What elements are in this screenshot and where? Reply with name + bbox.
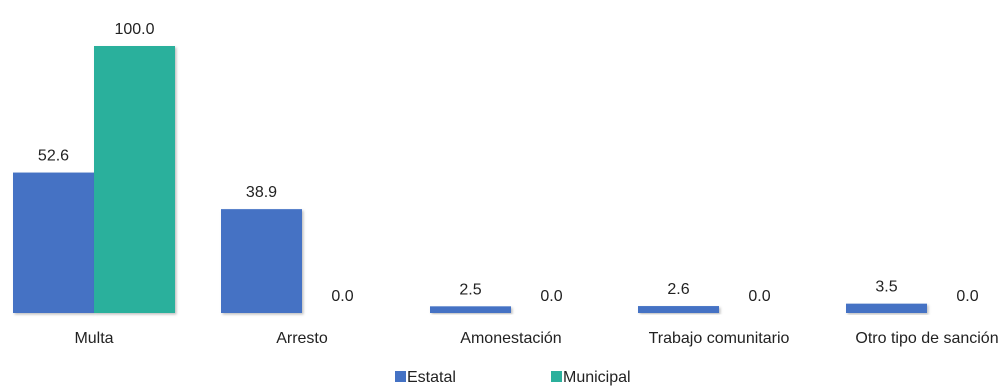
bar-estatal-3 [430, 306, 511, 313]
bar-estatal-4 [638, 306, 719, 313]
category-label-4: Trabajo comunitario [649, 330, 790, 347]
category-label-3: Amonestación [460, 330, 561, 347]
category-labels-layer: Multa Arresto Amonestación Trabajo comunita… [74, 330, 998, 347]
value-label-estatal-5: 3.5 [875, 279, 897, 296]
legend-label-estatal: Estatal [407, 369, 456, 386]
bar-estatal-2 [221, 209, 302, 313]
legend: Estatal Municipal [395, 369, 631, 386]
bar-estatal-1 [13, 172, 94, 313]
value-label-estatal-3: 2.5 [459, 281, 481, 298]
category-label-5: Otro tipo de sanción [855, 330, 998, 347]
category-label-2: Arresto [276, 330, 328, 347]
value-label-estatal-2: 38.9 [246, 184, 277, 201]
category-label-1: Multa [74, 330, 113, 347]
legend-swatch-estatal [395, 371, 406, 382]
value-label-municipal-2: 0.0 [331, 288, 353, 305]
legend-label-municipal: Municipal [563, 369, 631, 386]
legend-swatch-municipal [551, 371, 562, 382]
value-label-estatal-4: 2.6 [667, 281, 689, 298]
value-label-municipal-1: 100.0 [114, 21, 154, 38]
value-label-municipal-4: 0.0 [748, 288, 770, 305]
bar-estatal-5 [846, 303, 927, 313]
bar-municipal-1 [94, 46, 175, 313]
value-labels-layer: 52.6 100.0 38.9 0.0 2.5 0.0 2.6 0.0 3.5 0.0 [38, 21, 979, 305]
value-label-estatal-1: 52.6 [38, 148, 69, 165]
value-label-municipal-5: 0.0 [956, 288, 978, 305]
value-label-municipal-3: 0.0 [540, 288, 562, 305]
bars-layer [13, 46, 927, 313]
